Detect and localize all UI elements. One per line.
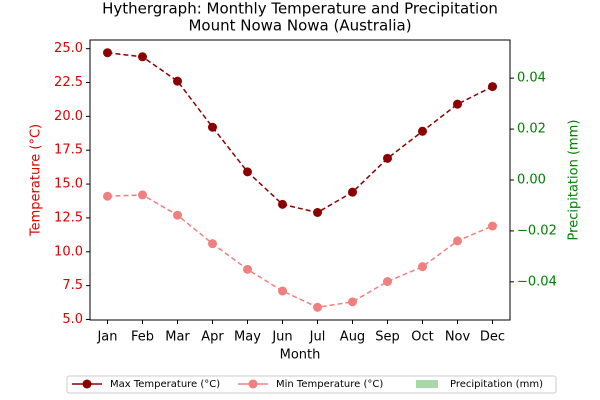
chart-subtitle: Mount Nowa Nowa (Australia) bbox=[188, 17, 411, 35]
temp-marker bbox=[313, 302, 322, 312]
x-tick-label: Jan bbox=[96, 330, 117, 345]
temp-marker bbox=[173, 210, 182, 220]
temp-marker bbox=[173, 76, 182, 86]
y2-tick-label: 0.00 bbox=[517, 173, 546, 188]
temp-marker bbox=[278, 199, 287, 209]
temp-marker bbox=[488, 221, 497, 231]
legend-marker bbox=[82, 379, 92, 389]
y-axis-label: Temperature (°C) bbox=[29, 124, 44, 237]
x-axis-label: Month bbox=[280, 348, 321, 363]
x-tick-label: May bbox=[234, 330, 261, 345]
temp-line bbox=[107, 51, 493, 214]
x-tick-label: Aug bbox=[340, 330, 365, 345]
temp-marker bbox=[103, 48, 112, 58]
y2-axis-label: Precipitation (mm) bbox=[567, 120, 582, 241]
y-tick-label: 10.0 bbox=[54, 244, 83, 259]
y-tick-label: 15.0 bbox=[54, 177, 83, 192]
y2-tick-label: −0.02 bbox=[517, 223, 557, 238]
y2-tick-label: 0.04 bbox=[517, 71, 546, 86]
y-tick-label: 22.5 bbox=[54, 75, 83, 90]
temp-marker bbox=[383, 277, 392, 287]
temp-marker bbox=[453, 99, 462, 109]
x-tick-label: Apr bbox=[201, 330, 224, 345]
temp-marker bbox=[138, 52, 147, 62]
temp-marker bbox=[208, 239, 217, 249]
x-tick-label: Jul bbox=[309, 330, 326, 345]
y-tick-label: 25.0 bbox=[54, 41, 83, 56]
temp-marker bbox=[243, 167, 252, 177]
y-tick-label: 5.0 bbox=[62, 312, 83, 327]
y2-tick-label: −0.04 bbox=[517, 274, 557, 289]
x-tick-label: Sep bbox=[375, 330, 400, 345]
temp-marker bbox=[453, 236, 462, 246]
x-tick-label: Oct bbox=[411, 330, 433, 345]
temp-marker bbox=[488, 82, 497, 92]
temp-marker bbox=[138, 190, 147, 200]
x-tick-label: Nov bbox=[445, 330, 471, 345]
y-tick-label: 12.5 bbox=[54, 210, 83, 225]
temp-marker bbox=[278, 286, 287, 296]
temp-line bbox=[107, 194, 493, 309]
x-tick-label: Dec bbox=[480, 330, 505, 345]
legend-swatch bbox=[416, 380, 438, 388]
temp-marker bbox=[383, 153, 392, 163]
legend-marker bbox=[248, 379, 258, 389]
x-tick-label: Jun bbox=[271, 330, 292, 345]
temp-marker bbox=[418, 262, 427, 272]
temp-marker bbox=[243, 264, 252, 274]
y-tick-label: 7.5 bbox=[62, 278, 83, 293]
temp-marker bbox=[348, 187, 357, 197]
temp-marker bbox=[418, 126, 427, 136]
temp-marker bbox=[103, 191, 112, 201]
plot-frame bbox=[89, 39, 511, 321]
temp-marker bbox=[208, 122, 217, 132]
y-tick-label: 20.0 bbox=[54, 109, 83, 124]
legend-label: Max Temperature (°C) bbox=[110, 379, 220, 390]
y-tick-label: 17.5 bbox=[54, 143, 83, 158]
legend-label: Precipitation (mm) bbox=[450, 379, 543, 390]
x-tick-label: Mar bbox=[165, 330, 190, 345]
y2-tick-label: 0.02 bbox=[517, 122, 546, 137]
x-tick-label: Feb bbox=[131, 330, 154, 345]
temp-marker bbox=[313, 207, 322, 217]
chart-title: Hythergraph: Monthly Temperature and Pre… bbox=[102, 0, 498, 18]
legend-label: Min Temperature (°C) bbox=[276, 379, 383, 390]
temp-marker bbox=[348, 297, 357, 307]
